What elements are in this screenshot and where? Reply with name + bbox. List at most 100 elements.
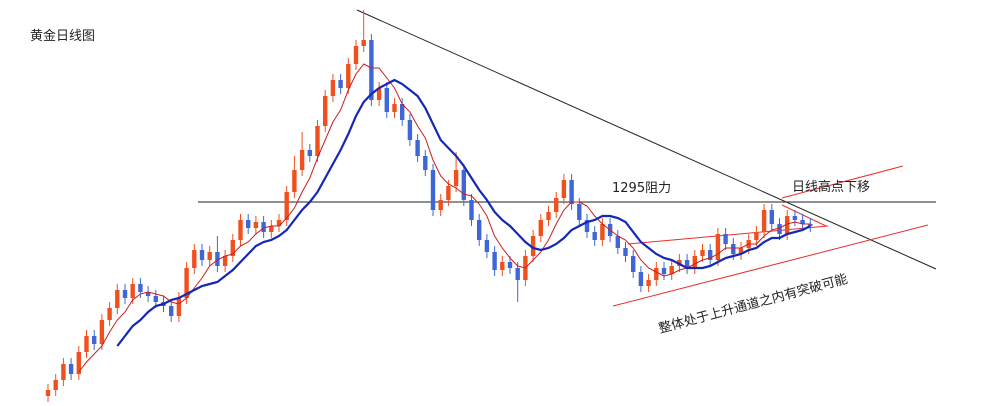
- candle-body: [338, 80, 343, 88]
- candle-body: [684, 260, 690, 268]
- candle-body: [646, 280, 651, 286]
- annotation: 日线高点下移: [792, 179, 870, 195]
- channel-line: [781, 204, 827, 227]
- candle-body: [754, 232, 759, 240]
- candle-body: [738, 248, 744, 254]
- candle-body: [415, 140, 420, 156]
- candle-body: [515, 268, 520, 280]
- candle-body: [484, 240, 490, 252]
- candle-body: [269, 226, 274, 232]
- candle-body: [715, 234, 721, 260]
- candle-body: [61, 364, 66, 380]
- candle-body: [777, 224, 782, 234]
- candle-body: [792, 216, 798, 220]
- candle-body: [253, 222, 259, 228]
- candle-body: [638, 272, 644, 286]
- candle-body: [45, 390, 51, 396]
- candle-body: [222, 256, 228, 266]
- candle-body: [446, 186, 451, 200]
- candle-body: [192, 250, 197, 268]
- candle-body: [207, 252, 212, 260]
- candle-body: [130, 284, 135, 298]
- candle-body: [723, 234, 728, 244]
- candle-body: [353, 46, 359, 64]
- candle-body: [261, 222, 266, 232]
- candle-body: [246, 220, 251, 228]
- candle-body: [577, 204, 582, 220]
- candle-body: [215, 252, 220, 266]
- candle-body: [169, 306, 174, 316]
- candle-body: [400, 104, 405, 120]
- candle-body: [107, 308, 112, 320]
- candle-body: [530, 236, 536, 256]
- chart-title: 黄金日线图: [30, 28, 95, 44]
- candle-body: [323, 96, 328, 126]
- candle-body: [122, 290, 128, 298]
- candle-body: [299, 150, 305, 170]
- candle-body: [631, 256, 636, 272]
- candle-body: [392, 104, 397, 112]
- candle-body: [407, 120, 413, 140]
- candle-body: [661, 268, 667, 274]
- candle-body: [68, 364, 74, 374]
- candle-body: [615, 236, 620, 248]
- candle-body: [315, 126, 320, 156]
- candle-body: [330, 80, 336, 96]
- candle-body: [692, 256, 697, 268]
- candle-body: [731, 244, 736, 254]
- candle-body: [346, 64, 351, 88]
- candle-body: [153, 296, 158, 302]
- candle-body: [453, 170, 459, 186]
- candle-body: [708, 250, 713, 260]
- candle-body: [769, 210, 774, 224]
- candle-body: [584, 220, 590, 232]
- candle-body: [53, 380, 58, 390]
- candle-body: [438, 200, 443, 210]
- candle-body: [492, 252, 497, 270]
- candle-body: [184, 268, 189, 298]
- candle-body: [554, 198, 559, 212]
- candle-body: [469, 200, 474, 220]
- candle-body: [654, 268, 659, 280]
- candle-body: [115, 290, 120, 308]
- candle-body: [369, 40, 374, 100]
- candle-body: [92, 336, 97, 344]
- candle-body: [276, 220, 282, 226]
- candle-body: [538, 220, 543, 236]
- candle-body: [500, 262, 505, 270]
- candle-body: [461, 170, 466, 200]
- candle-body: [623, 248, 628, 256]
- channel-line: [781, 165, 904, 199]
- candle-body: [808, 224, 813, 226]
- channel-line: [627, 225, 829, 245]
- candle-body: [600, 224, 605, 240]
- trend-line: [356, 9, 937, 270]
- candle-body: [569, 180, 574, 204]
- candle-body: [284, 192, 289, 220]
- candle-body: [507, 262, 513, 268]
- annotation: 整体处于上升通道之内有突破可能: [657, 271, 850, 337]
- candle-body: [84, 336, 89, 352]
- candle-body: [238, 220, 243, 240]
- candle-body: [76, 352, 81, 374]
- candle-body: [99, 320, 105, 344]
- candle-body: [561, 180, 567, 198]
- candle-body: [384, 88, 389, 112]
- channel-line: [612, 224, 929, 307]
- candle-body: [785, 216, 790, 234]
- candle-body: [199, 250, 205, 260]
- candle-body: [546, 212, 551, 220]
- candle-body: [761, 210, 767, 232]
- candle-body: [230, 240, 235, 256]
- resistance-label: 1295阻力: [612, 181, 671, 196]
- candle-body: [700, 250, 705, 256]
- moving-average: [116, 78, 811, 347]
- candle-body: [430, 170, 436, 210]
- candle-body: [145, 292, 151, 296]
- candle-body: [376, 88, 382, 100]
- candle-body: [477, 220, 482, 240]
- candle-body: [800, 220, 805, 224]
- candle-body: [361, 40, 366, 46]
- candle-body: [176, 298, 182, 316]
